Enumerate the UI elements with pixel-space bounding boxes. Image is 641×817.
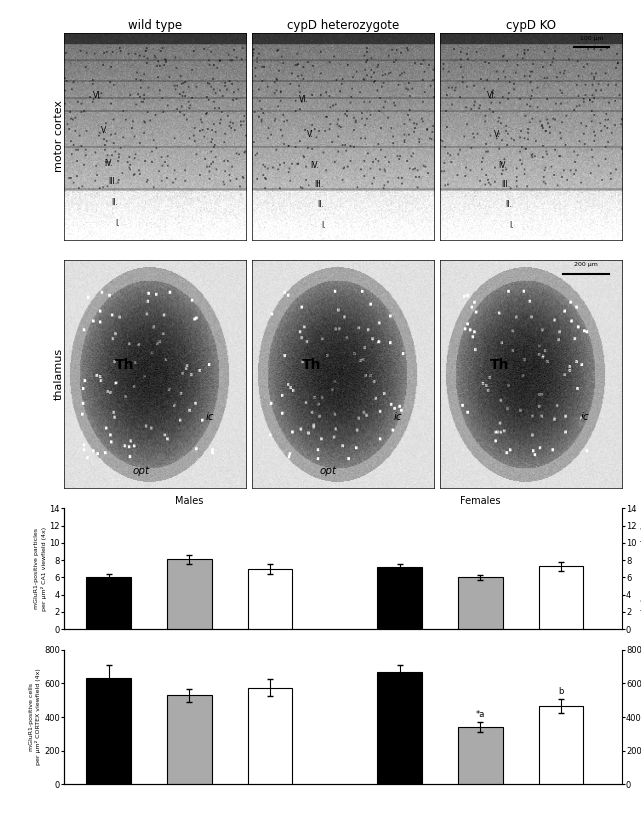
Y-axis label: motor cortex: motor cortex (54, 100, 63, 172)
Text: V.: V. (494, 130, 501, 139)
Bar (458, 727, 503, 784)
Text: 200 μm: 200 μm (574, 262, 598, 267)
Text: ic: ic (394, 412, 402, 422)
Text: Th: Th (115, 359, 134, 373)
Text: II.: II. (317, 200, 324, 209)
Text: III.: III. (314, 180, 323, 189)
Text: b: b (558, 687, 564, 696)
Text: ic: ic (206, 412, 214, 422)
Y-axis label: mGluR1-positive particles
per μm² CA1 viewfield (4x): mGluR1-positive particles per μm² CA1 vi… (34, 527, 47, 611)
Text: VI.: VI. (299, 95, 309, 104)
Text: III.: III. (108, 177, 117, 186)
Bar (167, 695, 212, 784)
Text: IV.: IV. (310, 161, 319, 170)
Title: cypD KO: cypD KO (506, 19, 556, 32)
Text: V.: V. (306, 130, 313, 139)
Bar (167, 560, 212, 629)
Text: III.: III. (501, 180, 511, 189)
Bar (248, 569, 292, 629)
Bar (458, 578, 503, 629)
Bar (539, 706, 583, 784)
Text: II.: II. (505, 200, 512, 209)
Text: *a: *a (476, 710, 485, 719)
Title: wild type: wild type (128, 19, 182, 32)
Y-axis label: mGluR1-positive cells
per μm² CORTEX viewfield (4x): mGluR1-positive cells per μm² CORTEX vie… (29, 668, 41, 766)
Bar (248, 688, 292, 784)
Text: II.: II. (112, 199, 119, 208)
Text: Females: Females (460, 496, 501, 506)
Text: IV.: IV. (498, 161, 507, 170)
Bar (378, 567, 422, 629)
Text: I.: I. (321, 221, 326, 230)
Y-axis label: thalamus: thalamus (54, 348, 63, 400)
Text: IV.: IV. (104, 158, 113, 167)
Text: V.: V. (101, 126, 107, 135)
Text: ic: ic (581, 412, 590, 422)
Text: opt: opt (132, 467, 149, 476)
Text: Males: Males (175, 496, 204, 506)
Text: VI.: VI. (93, 91, 103, 100)
Bar (539, 566, 583, 629)
Title: cypD heterozygote: cypD heterozygote (287, 19, 399, 32)
Text: I.: I. (509, 221, 513, 230)
Bar (87, 577, 131, 629)
Y-axis label: mGluR1-positive particles
per μm² CA1 viewfield (4x): mGluR1-positive particles per μm² CA1 vi… (639, 527, 641, 611)
Text: 100 μm: 100 μm (580, 36, 604, 41)
Bar (87, 678, 131, 784)
Bar (378, 672, 422, 784)
Text: VI.: VI. (487, 91, 497, 100)
Text: Th: Th (302, 359, 322, 373)
Text: opt: opt (320, 467, 337, 476)
Text: I.: I. (115, 219, 120, 228)
Text: Th: Th (490, 359, 510, 373)
